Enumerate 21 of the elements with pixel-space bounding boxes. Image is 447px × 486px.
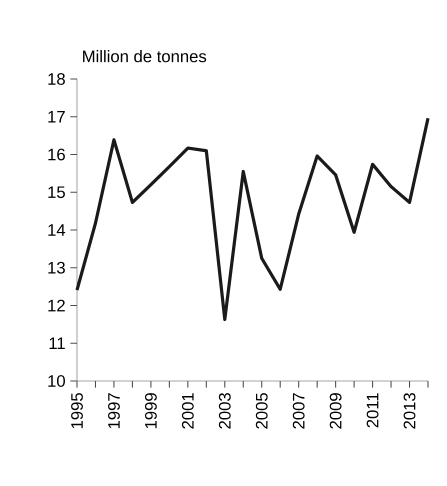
y-tick-label: 15 <box>48 186 65 198</box>
line-series <box>75 116 430 322</box>
x-tick-label: 2005 <box>256 393 268 429</box>
y-tick-label: 16 <box>48 148 65 160</box>
x-tick-label: 1997 <box>108 393 120 428</box>
x-tick-label: 2009 <box>330 393 342 429</box>
x-tick-label: 2011 <box>366 393 378 428</box>
x-tick-label: 2003 <box>218 393 231 429</box>
y-tick-label: 14 <box>48 224 66 236</box>
y-tick-label: 12 <box>48 300 65 312</box>
x-tick-label: 2001 <box>182 393 194 429</box>
x-tick-label: 2007 <box>292 393 305 429</box>
y-tick-label: 13 <box>48 262 65 274</box>
y-tick-label: 11 <box>50 338 65 349</box>
y-tick-label: 18 <box>48 73 65 85</box>
x-tick-label: 1999 <box>145 393 157 428</box>
y-tick-label: 10 <box>48 375 65 387</box>
x-tick-label: 2013 <box>404 393 416 429</box>
y-tick-label: 17 <box>48 111 65 122</box>
y-axis-title: Million de tonnes <box>83 50 206 62</box>
x-tick-label: 1995 <box>71 393 83 428</box>
